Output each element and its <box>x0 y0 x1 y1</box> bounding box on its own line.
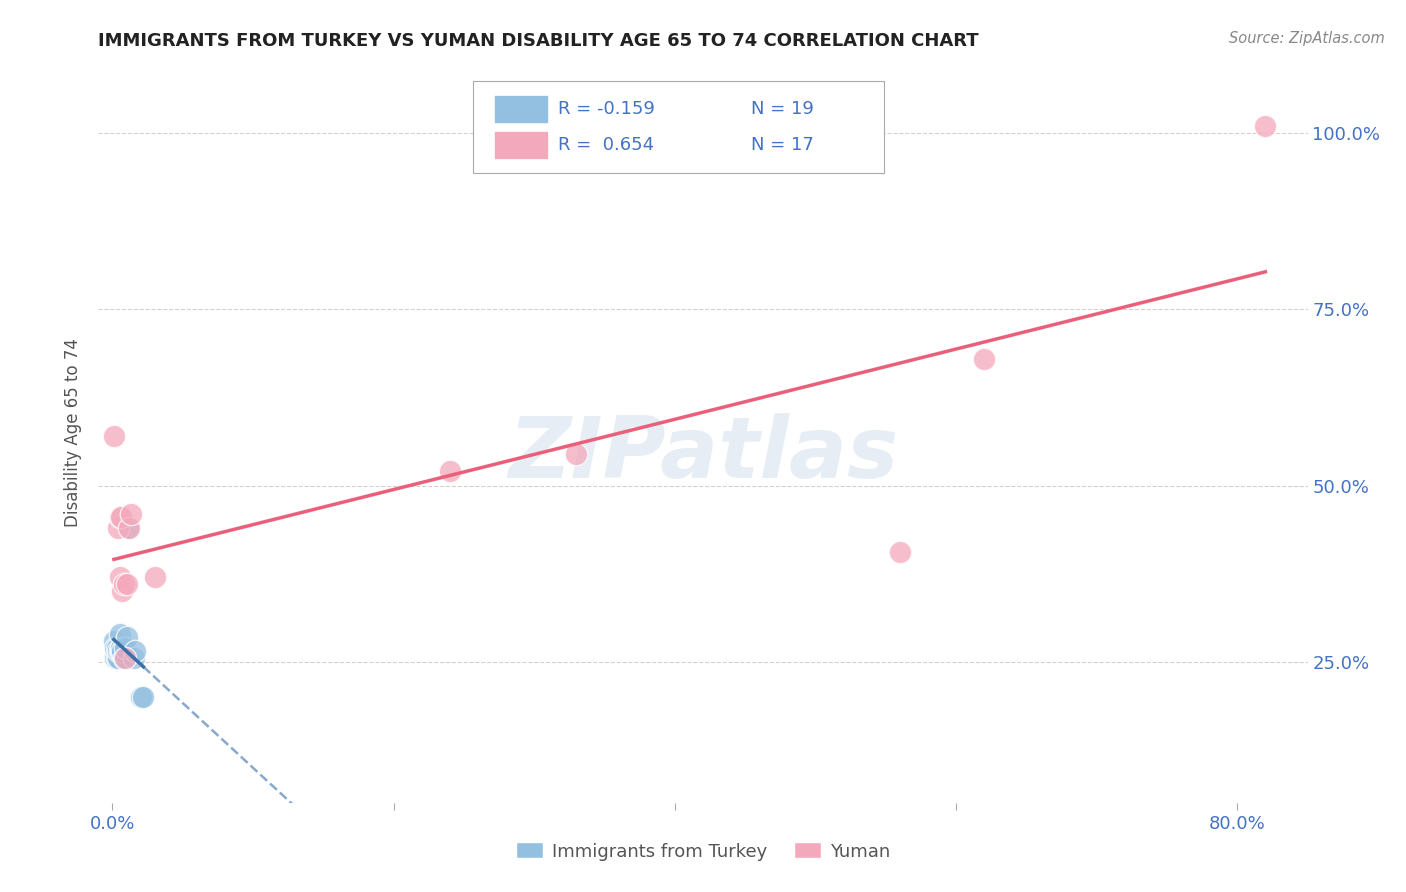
Point <box>103 429 125 443</box>
Point <box>108 626 131 640</box>
Point <box>110 640 132 655</box>
Point <box>110 510 132 524</box>
Point <box>104 640 127 655</box>
Point <box>105 640 128 655</box>
Point <box>105 651 128 665</box>
Point <box>107 651 129 665</box>
Point <box>108 644 131 658</box>
Point <box>114 640 136 655</box>
Text: R =  0.654: R = 0.654 <box>558 136 654 153</box>
Point <box>118 521 141 535</box>
Text: Source: ZipAtlas.com: Source: ZipAtlas.com <box>1229 31 1385 46</box>
Point <box>1254 119 1277 133</box>
Point <box>973 351 995 366</box>
Point <box>107 521 129 535</box>
Text: N = 19: N = 19 <box>751 100 814 118</box>
Point <box>111 644 134 658</box>
Point <box>889 545 911 559</box>
Point <box>143 570 166 584</box>
Text: ZIPatlas: ZIPatlas <box>508 413 898 496</box>
Text: R = -0.159: R = -0.159 <box>558 100 655 118</box>
Point <box>104 651 127 665</box>
Point <box>108 570 131 584</box>
Point <box>129 690 152 704</box>
Point <box>108 510 131 524</box>
Point <box>132 690 155 704</box>
Point <box>110 644 132 658</box>
Point <box>122 651 145 665</box>
Point <box>124 644 146 658</box>
Point <box>114 651 136 665</box>
Text: N = 17: N = 17 <box>751 136 814 153</box>
Point <box>117 521 139 535</box>
Point <box>115 630 138 644</box>
FancyBboxPatch shape <box>474 81 884 173</box>
Point <box>111 584 134 599</box>
Point <box>439 464 461 478</box>
Legend: Immigrants from Turkey, Yuman: Immigrants from Turkey, Yuman <box>509 835 897 868</box>
FancyBboxPatch shape <box>494 130 548 159</box>
Point <box>107 644 129 658</box>
FancyBboxPatch shape <box>494 95 548 123</box>
Point <box>115 577 138 591</box>
Text: IMMIGRANTS FROM TURKEY VS YUMAN DISABILITY AGE 65 TO 74 CORRELATION CHART: IMMIGRANTS FROM TURKEY VS YUMAN DISABILI… <box>98 32 979 50</box>
Y-axis label: Disability Age 65 to 74: Disability Age 65 to 74 <box>65 338 83 527</box>
Point <box>112 577 135 591</box>
Point <box>565 447 588 461</box>
Point <box>120 507 142 521</box>
Point <box>103 633 125 648</box>
Point <box>112 651 135 665</box>
